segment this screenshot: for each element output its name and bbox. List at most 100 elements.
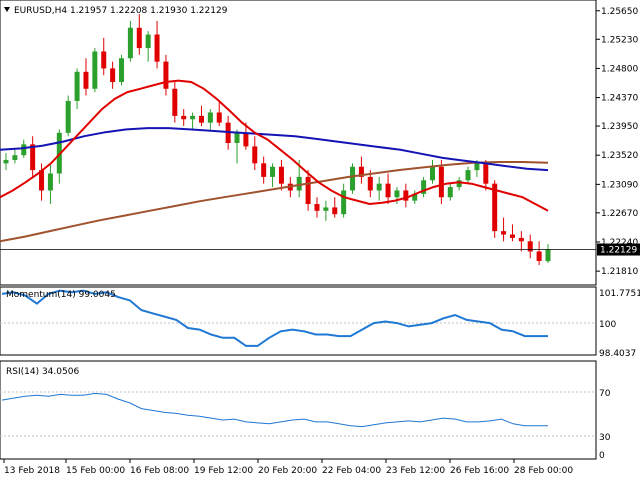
candle-body (518, 237, 524, 242)
ma-slow-line (0, 161, 549, 243)
triangle-down-icon[interactable] (4, 7, 10, 12)
candle-body (376, 183, 382, 191)
candle-body (296, 176, 302, 191)
time-tick-label: 20 Feb 20:00 (258, 466, 317, 476)
price-axis: 1.25650 1.25230 1.24800 1.24370 1.23950 1.235… (596, 7, 638, 277)
candle-body (278, 166, 284, 184)
momentum-tick-mid: 100 (599, 320, 616, 330)
momentum-tick-low: 98.4037 (599, 349, 636, 359)
time-tick-label: 13 Feb 2018 (4, 466, 60, 476)
candle-body (243, 132, 249, 147)
candle-body (12, 155, 18, 160)
candle-body (163, 61, 169, 89)
rsi-tick-70: 70 (599, 389, 611, 399)
candle-body (341, 190, 347, 215)
candle-body (154, 34, 160, 62)
candle-body (438, 166, 444, 198)
candle-body (270, 166, 276, 177)
candle-body (385, 183, 391, 198)
time-tick-label: 26 Feb 16:00 (450, 466, 509, 476)
candle-body (536, 251, 542, 261)
price-tick-label: 1.23090 (601, 180, 638, 190)
candle-body (492, 183, 498, 232)
candle-body (74, 71, 80, 101)
candle-body (429, 166, 435, 181)
candle-body (3, 159, 9, 164)
candle-body (367, 176, 373, 191)
candle-body (83, 71, 89, 89)
candle-body (323, 207, 329, 211)
candle-body (216, 112, 222, 123)
candle-body (65, 100, 71, 133)
time-tick-label: 23 Feb 12:00 (386, 466, 445, 476)
price-tick-label: 1.24370 (601, 94, 638, 104)
candlestick-series (3, 14, 551, 266)
candle-body (501, 231, 507, 235)
candle-body (332, 207, 338, 215)
current-price-tag (597, 243, 640, 256)
candle-body (403, 190, 409, 201)
price-tick-label: 1.25650 (601, 7, 638, 17)
time-tick-label: 16 Feb 08:00 (130, 466, 189, 476)
candle-body (509, 234, 515, 238)
time-tick-label: 15 Feb 00:00 (66, 466, 125, 476)
candle-body (474, 163, 480, 171)
momentum-label: Momentum(14) 99.0045 (6, 290, 116, 300)
indicator-lines (1, 289, 548, 428)
symbol-header: EURUSD,H4 1.21957 1.22208 1.21930 1.2212… (14, 6, 228, 16)
ma-fast-line (0, 79, 549, 212)
candle-body (127, 27, 133, 59)
momentum-panel-frame (0, 286, 597, 356)
candle-body (447, 187, 453, 198)
candle-body (465, 170, 471, 181)
candle-body (527, 241, 533, 252)
price-panel-frame (0, 0, 597, 286)
candle-body (172, 88, 178, 116)
time-axis: 13 Feb 2018 15 Feb 00:00 16 Feb 08:00 19 Fe… (3, 459, 573, 476)
ma-mid-line (0, 127, 549, 172)
moving-averages (0, 79, 549, 243)
candle-body (350, 166, 356, 191)
candle-body (456, 180, 462, 188)
price-tick-label: 1.23520 (601, 151, 638, 161)
price-tick-label: 1.22240 (601, 238, 638, 248)
candle-body (136, 27, 142, 49)
candle-body (198, 115, 204, 123)
rsi-line (1, 392, 548, 428)
momentum-line (1, 289, 548, 347)
candle-body (47, 173, 53, 191)
time-tick-label: 22 Feb 04:00 (322, 466, 381, 476)
candle-body (101, 51, 107, 69)
candle-body (207, 112, 213, 123)
candle-body (545, 249, 551, 262)
candle-body (39, 170, 45, 191)
price-tick-label: 1.21810 (601, 267, 638, 277)
rsi-panel-frame (0, 360, 597, 460)
candle-body (92, 51, 98, 89)
candle-body (119, 58, 125, 82)
candle-body (190, 115, 196, 120)
time-tick-label: 28 Feb 00:00 (514, 466, 573, 476)
candle-body (305, 176, 311, 205)
price-tick-label: 1.23950 (601, 122, 638, 132)
candle-body (181, 115, 187, 120)
price-tick-label: 1.25230 (601, 35, 638, 45)
candle-body (412, 193, 418, 201)
candle-body (234, 132, 240, 143)
time-tick-label: 19 Feb 12:00 (194, 466, 253, 476)
rsi-tick-0: 0 (599, 451, 605, 461)
candle-body (21, 144, 27, 156)
candle-body (358, 166, 364, 177)
candle-body (483, 163, 489, 184)
candle-body (110, 68, 116, 82)
rsi-label: RSI(14) 34.0506 (6, 367, 79, 377)
rsi-tick-30: 30 (599, 433, 611, 443)
price-tick-label: 1.24800 (601, 64, 638, 74)
candle-body (30, 144, 36, 171)
candle-body (145, 34, 151, 49)
candle-body (252, 146, 258, 164)
current-price-text: 1.22129 (600, 246, 637, 256)
candle-body (261, 163, 267, 177)
